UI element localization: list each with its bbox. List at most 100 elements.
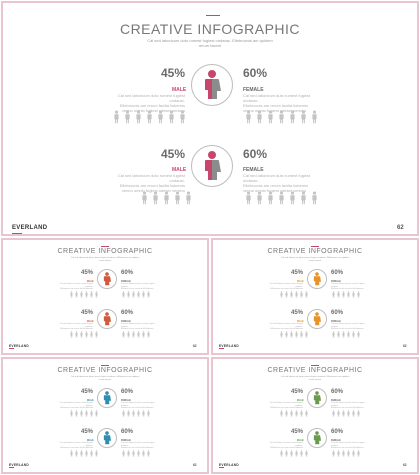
person-icon	[142, 291, 145, 298]
person-icon	[290, 450, 293, 457]
male-label: MALE	[297, 399, 304, 402]
female-label: FEMALE	[331, 399, 341, 402]
brand-name: EVERLAND	[219, 463, 239, 467]
person-icon	[75, 331, 78, 338]
gender-split-icon	[103, 431, 112, 445]
male-label: MALE	[297, 320, 304, 323]
person-icon	[295, 291, 298, 298]
slide-title: CREATIVE INFOGRAPHIC	[267, 367, 363, 374]
person-icon	[95, 331, 98, 338]
female-people-row	[121, 291, 151, 298]
person-icon	[75, 410, 78, 417]
slide-thumbnail[interactable]: CREATIVE INFOGRAPHIC Cal sed laboricum du…	[1, 238, 209, 355]
person-icon	[90, 450, 93, 457]
person-icon	[169, 110, 174, 124]
female-percent: 60%	[331, 389, 344, 395]
gender-split-icon	[313, 272, 322, 286]
person-icon	[175, 191, 180, 205]
person-icon	[132, 450, 135, 457]
male-description: Cal sed laboricum duto rumest fugiest on…	[117, 93, 185, 113]
brand-underline	[219, 348, 224, 349]
gender-split-icon	[103, 312, 112, 326]
person-icon	[127, 410, 130, 417]
slide-subtitle: Cal sed laboricum duto rumest fugiest on…	[70, 257, 140, 262]
person-icon	[332, 331, 335, 338]
person-icon	[85, 331, 88, 338]
slide-thumbnail[interactable]: CREATIVE INFOGRAPHIC Cal sed laboricum du…	[211, 357, 419, 474]
brand-underline	[12, 233, 22, 234]
male-percent: 45%	[291, 270, 304, 276]
brand-name: EVERLAND	[12, 225, 48, 231]
person-icon	[142, 450, 145, 457]
person-icon	[295, 331, 298, 338]
female-percent: 60%	[331, 429, 344, 435]
person-icon	[337, 331, 340, 338]
person-icon	[347, 410, 350, 417]
female-people-row	[121, 410, 151, 417]
page-number: 62	[397, 225, 404, 231]
gender-split-icon	[205, 70, 221, 99]
female-percent: 60%	[331, 310, 344, 316]
person-icon	[357, 410, 360, 417]
person-icon	[332, 410, 335, 417]
gender-ring	[191, 64, 233, 106]
female-description: Cal sed laboricum duto rumest fugiest on…	[121, 442, 155, 449]
person-icon	[312, 110, 317, 124]
slide-thumbnail[interactable]: CREATIVE INFOGRAPHIC Cal sed laboricum du…	[1, 357, 209, 474]
male-people-row	[69, 291, 99, 298]
person-icon	[95, 291, 98, 298]
person-icon	[268, 191, 273, 205]
person-icon	[352, 410, 355, 417]
person-icon	[246, 110, 251, 124]
person-icon	[337, 410, 340, 417]
male-percent: 45%	[81, 310, 94, 316]
person-icon	[290, 191, 295, 205]
person-icon	[137, 410, 140, 417]
person-icon	[70, 450, 73, 457]
gender-split-icon	[313, 431, 322, 445]
person-icon	[85, 291, 88, 298]
person-icon	[290, 110, 295, 124]
female-label: FEMALE	[331, 320, 341, 323]
male-people-row	[69, 410, 99, 417]
person-icon	[285, 291, 288, 298]
slide-title: CREATIVE INFOGRAPHIC	[119, 21, 301, 37]
male-people-row	[139, 191, 194, 205]
male-label: MALE	[87, 439, 94, 442]
title-accent-line	[311, 246, 319, 247]
person-icon	[290, 291, 293, 298]
gender-ring	[97, 428, 117, 448]
female-description: Cal sed laboricum duto rumest fugiest on…	[331, 442, 365, 449]
title-accent-line	[101, 246, 109, 247]
female-description: Cal sed laboricum duto rumest fugiest on…	[121, 323, 155, 330]
person-icon	[80, 291, 83, 298]
person-icon	[125, 110, 130, 124]
brand-underline	[219, 467, 224, 468]
person-icon	[280, 450, 283, 457]
person-icon	[300, 450, 303, 457]
person-icon	[301, 191, 306, 205]
person-icon	[122, 331, 125, 338]
person-icon	[337, 450, 340, 457]
male-label: MALE	[297, 439, 304, 442]
male-description: Cal sed laboricum duto rumest fugiest on…	[269, 402, 303, 409]
person-icon	[122, 410, 125, 417]
female-percent: 60%	[121, 270, 134, 276]
brand-name: EVERLAND	[219, 344, 239, 348]
person-icon	[95, 450, 98, 457]
female-label: FEMALE	[121, 439, 131, 442]
person-icon	[132, 331, 135, 338]
male-label: MALE	[297, 280, 304, 283]
brand-name: EVERLAND	[9, 344, 29, 348]
slide-thumbnail[interactable]: CREATIVE INFOGRAPHIC Cal sed laboricum du…	[211, 238, 419, 355]
gender-split-icon	[313, 312, 322, 326]
person-icon	[147, 110, 152, 124]
male-percent: 45%	[161, 66, 186, 80]
slide-subtitle: Cal sed laboricum duto rumest fugiest on…	[70, 376, 140, 381]
person-icon	[332, 291, 335, 298]
male-percent: 45%	[161, 147, 186, 161]
gender-ring	[97, 309, 117, 329]
male-people-row	[69, 450, 99, 457]
person-icon	[180, 110, 185, 124]
male-percent: 45%	[81, 429, 94, 435]
